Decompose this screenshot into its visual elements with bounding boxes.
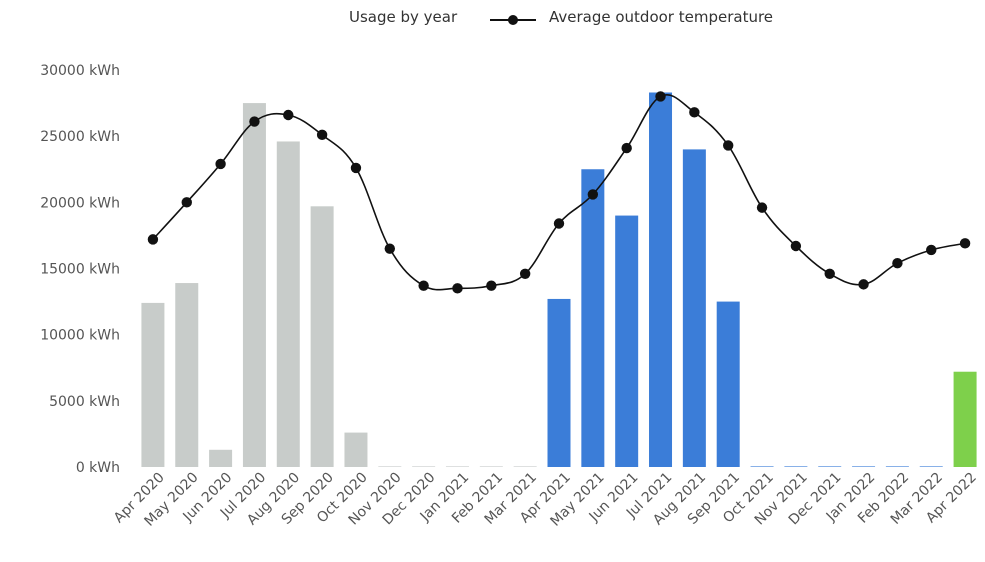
temperature-point[interactable] (316, 129, 328, 141)
legend-usage-label[interactable]: Usage by year (349, 8, 458, 26)
temperature-point[interactable] (553, 218, 565, 229)
temperature-point[interactable] (790, 240, 802, 252)
temperature-point[interactable] (858, 279, 869, 290)
y-tick-label: 10000 kWh (40, 328, 120, 344)
temperature-point[interactable] (824, 268, 835, 279)
usage-bar[interactable] (310, 206, 334, 467)
temperature-point[interactable] (147, 234, 159, 245)
temperature-line (147, 91, 971, 294)
y-tick-label: 15000 kWh (40, 262, 120, 278)
usage-bar[interactable] (649, 92, 673, 467)
usage-bar[interactable] (445, 466, 469, 467)
temperature-point[interactable] (486, 280, 497, 291)
usage-bar[interactable] (547, 298, 571, 467)
temperature-point[interactable] (723, 140, 734, 151)
temperature-point[interactable] (384, 243, 395, 254)
temperature-point[interactable] (926, 244, 937, 256)
y-tick-label: 25000 kWh (40, 129, 120, 145)
temperature-point[interactable] (689, 107, 700, 118)
y-tick-label: 0 kWh (76, 460, 120, 476)
usage-bar[interactable] (412, 466, 436, 467)
temperature-point[interactable] (587, 189, 599, 200)
usage-bar[interactable] (818, 466, 842, 467)
usage-bar[interactable] (581, 169, 605, 467)
usage-bar[interactable] (919, 466, 943, 467)
legend-temp-marker (490, 15, 536, 25)
usage-bar[interactable] (479, 466, 503, 467)
y-tick-label: 5000 kWh (49, 394, 120, 410)
temperature-point[interactable] (350, 162, 362, 174)
usage-bar[interactable] (682, 149, 706, 467)
usage-bar[interactable] (784, 466, 808, 467)
usage-bar[interactable] (513, 466, 537, 467)
temperature-point[interactable] (181, 197, 192, 208)
y-tick-label: 30000 kWh (40, 63, 120, 79)
usage-bar[interactable] (175, 283, 199, 467)
usage-bar[interactable] (716, 301, 740, 467)
usage-bar[interactable] (378, 466, 402, 467)
temperature-point[interactable] (519, 268, 531, 279)
temperature-point[interactable] (215, 158, 226, 170)
usage-bar[interactable] (615, 215, 639, 467)
y-tick-label: 20000 kWh (40, 195, 120, 211)
usage-bar[interactable] (344, 432, 368, 467)
usage-bar[interactable] (242, 103, 266, 467)
usage-bar[interactable] (276, 141, 300, 467)
temperature-point[interactable] (452, 283, 463, 294)
temperature-point[interactable] (892, 258, 903, 269)
legend: Usage by year Average outdoor temperatur… (0, 8, 985, 32)
usage-bar[interactable] (953, 371, 977, 467)
temperature-point[interactable] (418, 280, 429, 291)
temperature-series-line (152, 94, 966, 291)
usage-bar[interactable] (209, 449, 233, 467)
usage-bar[interactable] (885, 466, 909, 467)
legend-temp-label[interactable]: Average outdoor temperature (549, 8, 774, 26)
y-axis: 0 kWh 5000 kWh 10000 kWh 15000 kWh 20000 kWh… (40, 63, 120, 476)
bars (141, 92, 977, 467)
temperature-point[interactable] (959, 238, 971, 249)
usage-bar[interactable] (141, 302, 165, 467)
temperature-point[interactable] (249, 116, 260, 127)
temperature-point[interactable] (756, 202, 768, 213)
temperature-point[interactable] (621, 142, 632, 154)
temperature-point[interactable] (655, 91, 666, 102)
usage-bar[interactable] (750, 466, 774, 467)
temperature-point[interactable] (283, 109, 294, 121)
usage-bar[interactable] (852, 466, 876, 467)
